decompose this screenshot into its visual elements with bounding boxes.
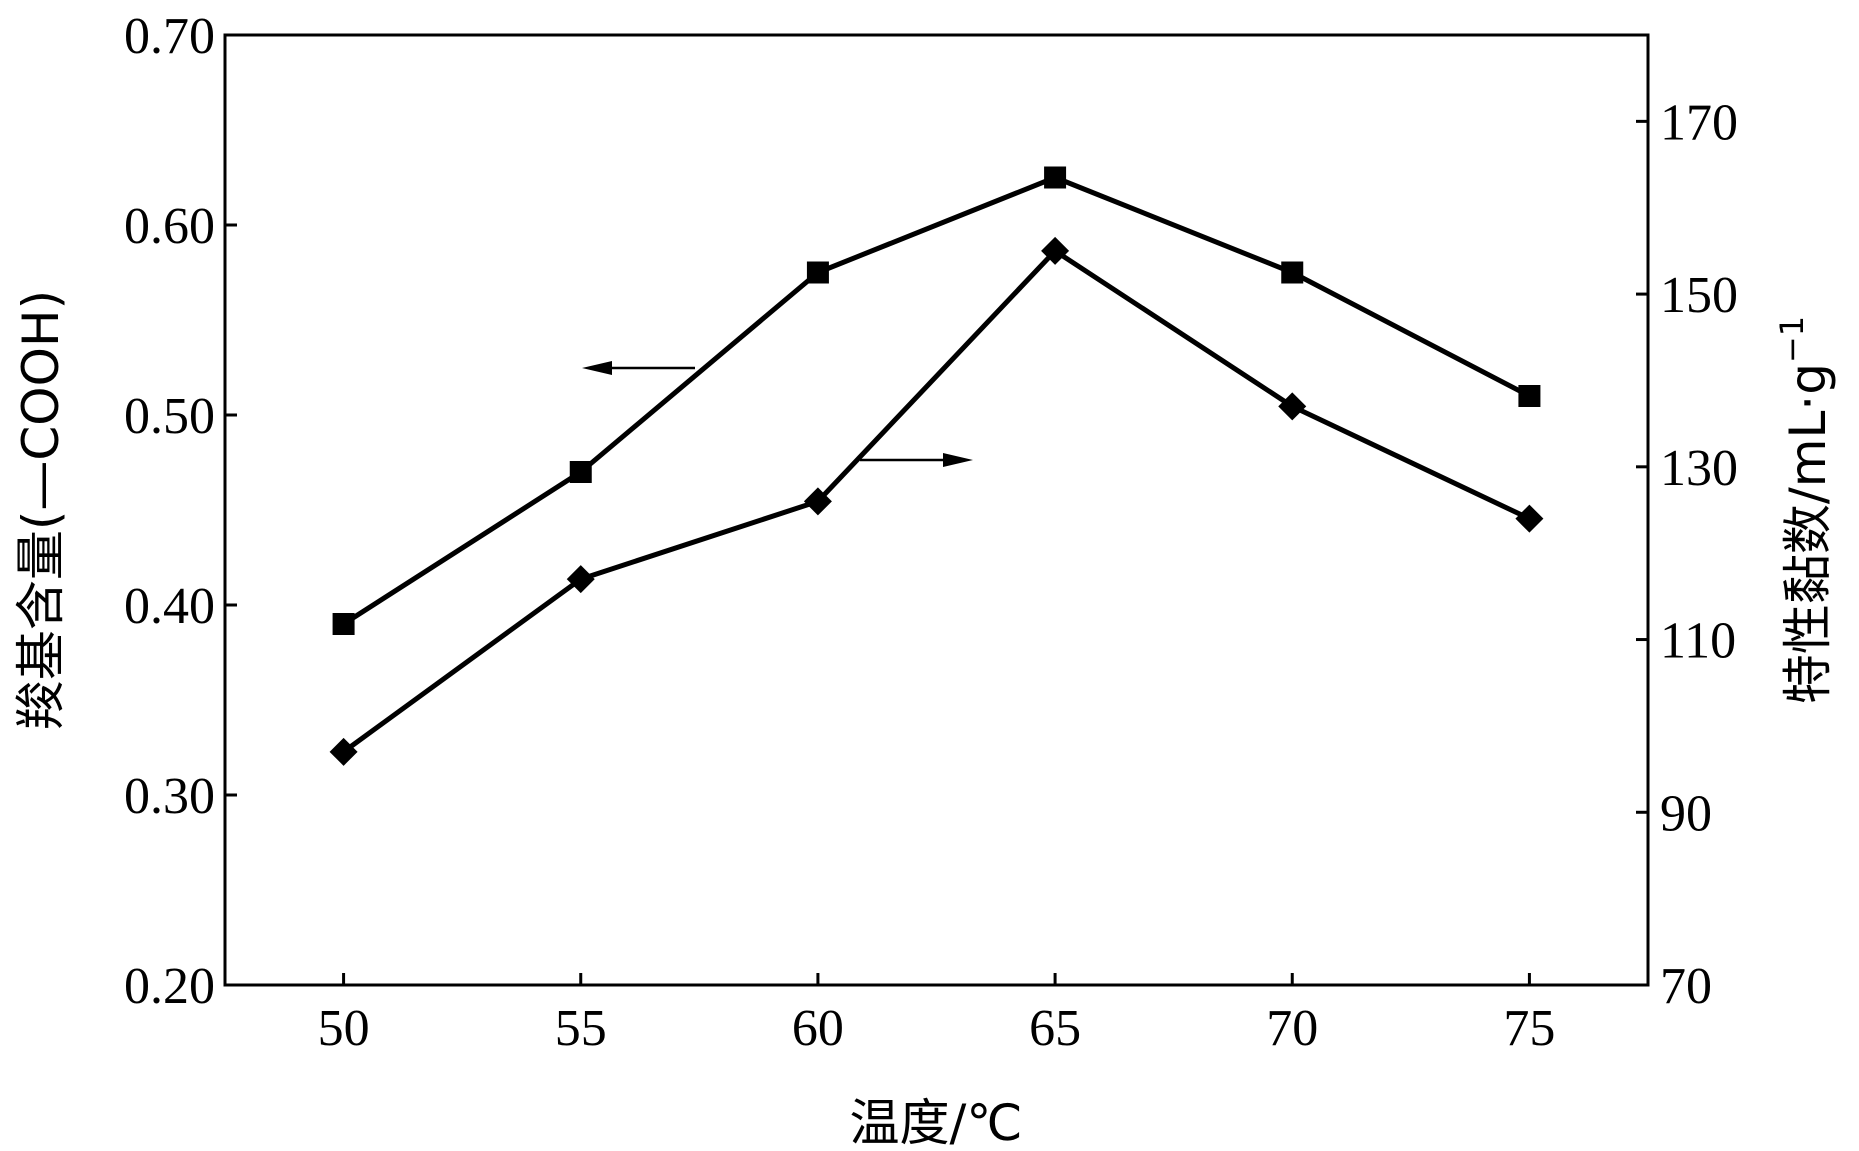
y-left-tick-label: 0.50 — [124, 388, 215, 445]
x-axis-title: 温度/℃ — [850, 1094, 1023, 1151]
y-left-tick-label: 0.60 — [124, 198, 215, 255]
y-left-tick-label: 0.30 — [124, 768, 215, 825]
series-diamond-line — [342, 248, 1531, 754]
x-tick-label: 65 — [1029, 1000, 1081, 1057]
arrow-right-annotation — [860, 453, 973, 467]
y-right-axis-title-group: 特性黏数/mL·g−1 — [1773, 316, 1837, 704]
x-tick-label: 50 — [318, 1000, 370, 1057]
y-right-tick-label: 110 — [1660, 613, 1736, 670]
y-right-axis-title: 特性黏数/mL·g — [1779, 363, 1837, 704]
diamond-marker — [329, 737, 358, 766]
x-tick-label: 55 — [555, 1000, 607, 1057]
diamond-marker — [1515, 504, 1544, 533]
y-axis-right: 70 90 110 130 150 170 — [1636, 94, 1738, 1015]
y-left-tick-label: 0.70 — [124, 8, 215, 65]
y-right-axis-title-sup: −1 — [1773, 316, 1811, 363]
x-tick-label: 75 — [1503, 1000, 1555, 1057]
x-tick-label: 60 — [792, 1000, 844, 1057]
square-marker — [1518, 385, 1541, 407]
square-marker — [806, 261, 829, 284]
diamond-marker — [1278, 392, 1307, 421]
y-left-axis-title: 羧基含量(—COOH) — [12, 290, 70, 730]
y-axis-left: 0.20 0.30 0.40 0.50 0.60 0.70 — [124, 8, 237, 1015]
y-right-tick-label: 70 — [1660, 958, 1712, 1015]
y-right-tick-label: 150 — [1660, 267, 1738, 324]
series-square-line — [342, 175, 1531, 627]
diamond-marker — [566, 565, 595, 594]
y-right-tick-label: 90 — [1660, 785, 1712, 842]
y-right-tick-label: 130 — [1660, 440, 1738, 497]
diamond-marker — [803, 487, 832, 516]
x-axis: 50 55 60 65 70 75 — [318, 973, 1555, 1057]
square-marker — [1281, 261, 1304, 284]
diamond-marker — [1041, 236, 1070, 265]
arrow-left-annotation — [582, 361, 695, 375]
y-right-tick-label: 170 — [1660, 94, 1738, 151]
x-tick-label: 70 — [1266, 1000, 1318, 1057]
square-marker — [569, 461, 592, 483]
y-left-tick-label: 0.40 — [124, 578, 215, 635]
series-group — [329, 166, 1544, 766]
square-marker — [332, 613, 355, 635]
square-marker — [1044, 166, 1067, 189]
plot-frame — [223, 33, 1650, 987]
y-left-tick-label: 0.20 — [124, 958, 215, 1015]
